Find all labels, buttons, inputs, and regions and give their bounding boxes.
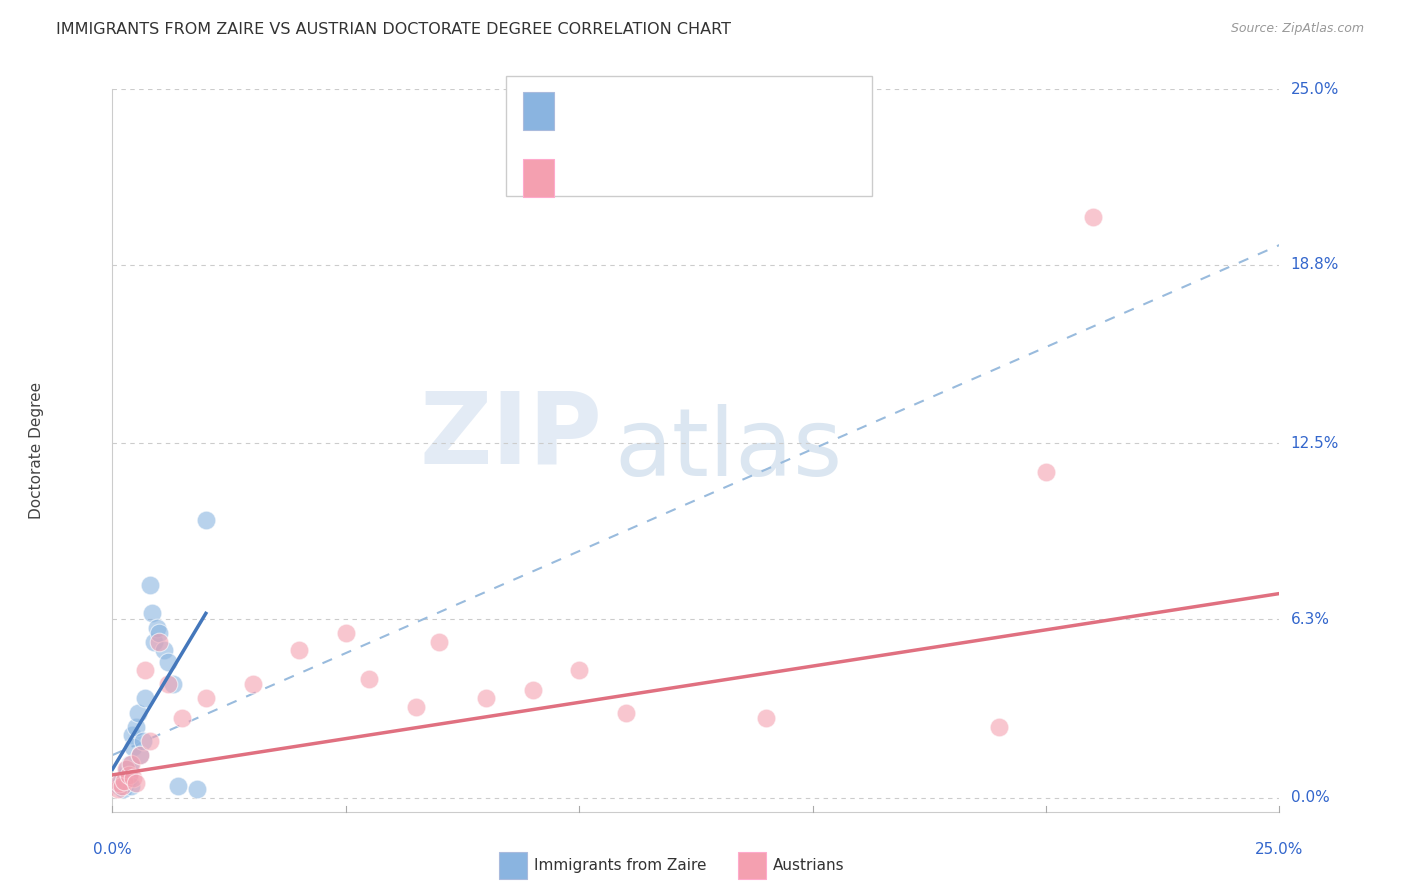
Text: N =: N = [659,164,707,182]
Point [115,776,138,790]
Text: 28: 28 [706,97,728,115]
Point [427,634,450,648]
Point [125,720,148,734]
Point [1081,210,1104,224]
Point [755,711,778,725]
Text: N =: N = [659,97,707,115]
Point [186,782,208,797]
Point [120,756,142,771]
Point [134,691,156,706]
Point [118,768,141,782]
Point [134,663,156,677]
Point [172,711,194,725]
Point [121,728,143,742]
Text: IMMIGRANTS FROM ZAIRE VS AUSTRIAN DOCTORATE DEGREE CORRELATION CHART: IMMIGRANTS FROM ZAIRE VS AUSTRIAN DOCTOR… [56,22,731,37]
Point [129,747,152,762]
Text: R =: R = [568,97,605,115]
Point [242,677,264,691]
Point [120,779,142,793]
Point [139,734,162,748]
Point [117,762,139,776]
Text: R =: R = [568,164,605,182]
Point [614,706,637,720]
Point [112,773,135,788]
Text: 25.0%: 25.0% [1291,82,1339,96]
Point [129,747,152,762]
Point [108,776,131,790]
Point [127,706,149,720]
Text: Immigrants from Zaire: Immigrants from Zaire [534,858,707,872]
Point [122,739,145,754]
Point [107,782,129,797]
Point [146,621,169,635]
Point [194,513,217,527]
Point [141,607,163,621]
Point [153,643,176,657]
Point [125,776,148,790]
Point [475,691,498,706]
Text: 30: 30 [706,164,728,182]
Point [166,779,188,793]
Text: Austrians: Austrians [773,858,845,872]
Point [359,672,381,686]
Point [988,720,1011,734]
Point [114,768,136,782]
Point [143,634,166,648]
Text: 0.0%: 0.0% [1291,790,1329,805]
Point [522,682,544,697]
Text: 0.0%: 0.0% [93,842,132,857]
Point [288,643,311,657]
Point [115,762,138,776]
Text: 6.3%: 6.3% [1291,612,1330,626]
Point [148,626,170,640]
Point [122,771,145,785]
Point [1035,465,1057,479]
Point [335,626,357,640]
Point [111,779,134,793]
Point [162,677,184,691]
Text: 12.5%: 12.5% [1291,436,1339,450]
Point [139,578,162,592]
Text: 18.8%: 18.8% [1291,258,1339,272]
Point [118,771,141,785]
Text: Doctorate Degree: Doctorate Degree [30,382,44,519]
Point [120,756,142,771]
Point [112,776,135,790]
Point [194,691,217,706]
Text: 25.0%: 25.0% [1256,842,1303,857]
Point [110,773,132,788]
Point [148,634,170,648]
Point [157,677,180,691]
Point [405,699,427,714]
Point [132,734,155,748]
Point [157,655,180,669]
Point [111,782,134,797]
Text: Source: ZipAtlas.com: Source: ZipAtlas.com [1230,22,1364,36]
Text: 0.379: 0.379 [607,97,661,115]
Text: ZIP: ZIP [420,387,603,484]
Text: atlas: atlas [614,404,842,497]
Point [108,779,131,793]
Point [568,663,591,677]
Text: 0.393: 0.393 [607,164,661,182]
